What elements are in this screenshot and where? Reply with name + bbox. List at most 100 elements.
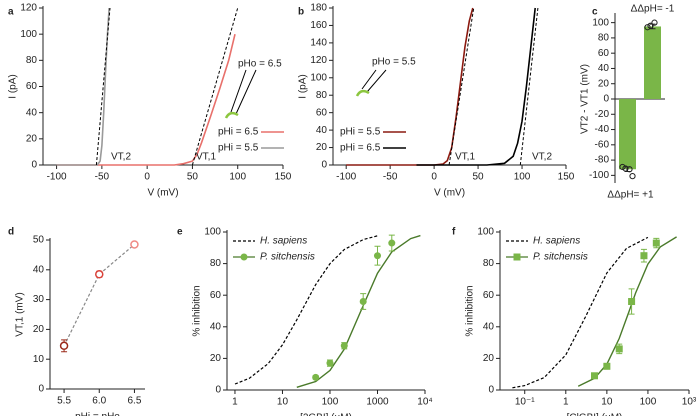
x-tick-label: -50 [383,172,398,183]
annotation: VT,2 [111,152,131,163]
curve [234,235,378,385]
y-tick-label: 40 [26,107,38,118]
annotation: ΔΔpH= -1 [631,4,675,15]
legend-label: P. sitchensis [260,252,315,263]
legend-label: pHi = 6.5 [340,143,381,154]
annotation: VT,1 [196,152,216,163]
annotation: VT,1 [455,152,475,163]
panel: d 0 10 20 30 40 50 5.5 6.0 6.5 pHi = pHo VT,1 (mV) [8,227,145,416]
y-tick-label: 60 [483,290,495,301]
data-point [644,24,651,31]
x-tick-label: 10 [277,397,289,408]
x-axis-label: [2GBI] (µM) [300,413,352,416]
y-tick-label: 160 [310,20,327,31]
bar [644,26,661,100]
panel: f 0 20 40 60 80 100 10⁻¹ 1 10 100 10³ [ClGBI] (µM) % … [452,227,697,416]
legend-marker [513,253,521,261]
y-axis-label: % inhibition [465,285,476,336]
legend-label: pHi = 5.5 [340,127,381,138]
y-tick-label: 0 [31,160,37,171]
legend-marker [240,253,248,261]
y-tick-label: 40 [210,321,222,332]
marker [312,373,320,381]
x-tick-label: 100 [640,397,657,408]
panel: e 0 20 40 60 80 100 1 10 100 1000 10⁴ [2GBI] (µM) % i… [177,227,433,416]
y-tick-label: 80 [316,90,328,101]
y-tick-label: 20 [210,353,222,364]
panel-letter: c [592,7,598,18]
legend-label: P. sitchensis [533,252,588,263]
x-tick-label: 0 [144,172,150,183]
marker [130,240,139,249]
y-tick-label: 40 [33,264,45,275]
x-tick-label: 10⁻¹ [515,397,535,408]
y-tick-label: 80 [210,258,222,269]
data-point [651,19,658,26]
panel-letter: e [177,227,183,238]
x-axis-label: V (mV) [147,188,178,199]
x-tick-label: 6.0 [92,396,106,407]
y-tick-label: 20 [33,324,45,335]
x-tick-label: 50 [187,172,199,183]
y-tick-label: -100 [589,170,609,181]
y-tick-label: 100 [477,227,494,238]
y-tick-label: -20 [595,109,610,120]
y-tick-label: 60 [210,290,222,301]
y-axis-label: I (pA) [8,74,19,98]
y-tick-label: 10 [33,354,45,365]
curve [512,236,649,389]
y-tick-label: 40 [598,63,610,74]
x-tick-label: 100 [322,397,339,408]
curve [95,7,111,166]
annotation: ΔΔpH= +1 [607,190,654,201]
data-point [629,173,636,180]
curve [56,34,236,166]
curve [191,7,239,166]
y-axis-label: I (pA) [298,74,309,98]
panel: b 0 20 40 60 80 100 120 140 160 180 -100 -50 0 50 100 15… [298,3,575,199]
x-tick-label: 50 [473,172,485,183]
x-tick-label: 5.5 [57,396,71,407]
y-tick-label: 80 [598,33,610,44]
y-tick-label: 0 [38,384,44,395]
y-tick-label: 20 [598,78,610,89]
y-tick-label: 0 [321,160,327,171]
y-tick-label: -40 [595,124,610,135]
y-tick-label: 0 [603,94,609,105]
pointer-line [230,69,257,115]
legend-label: H. sapiens [260,236,307,247]
panel-letter: b [298,7,304,18]
y-tick-label: -80 [595,155,610,166]
panel: c -100 -80 -60 -40 -20 0 20 40 60 80 100 VT2 - VT1 (… [580,4,675,201]
y-tick-label: 140 [310,38,327,49]
y-tick-label: 80 [483,258,495,269]
y-tick-label: 30 [33,294,45,305]
panel-letter: d [8,227,14,238]
marker [95,270,104,279]
x-axis-label: pHi = pHo [75,412,120,416]
x-tick-label: 150 [558,172,575,183]
y-tick-label: 50 [33,235,45,246]
y-tick-label: 60 [598,48,610,59]
y-tick-label: 100 [204,227,221,238]
marker [615,345,623,353]
y-tick-label: 20 [316,142,328,153]
curve [416,7,536,166]
y-tick-label: 60 [26,81,38,92]
legend-label: H. sapiens [533,236,580,247]
marker [59,341,69,351]
y-tick-label: 120 [310,55,327,66]
curve [448,7,475,166]
x-axis-label: [ClGBI] (µM) [567,413,623,416]
y-tick-label: 40 [316,125,328,136]
curve [519,7,539,166]
y-tick-label: 80 [26,55,38,66]
x-tick-label: 1 [563,397,569,408]
x-tick-label: 1 [232,397,238,408]
marker [326,359,334,367]
data-point [622,165,629,172]
y-tick-label: 40 [483,321,495,332]
marker [373,252,381,260]
